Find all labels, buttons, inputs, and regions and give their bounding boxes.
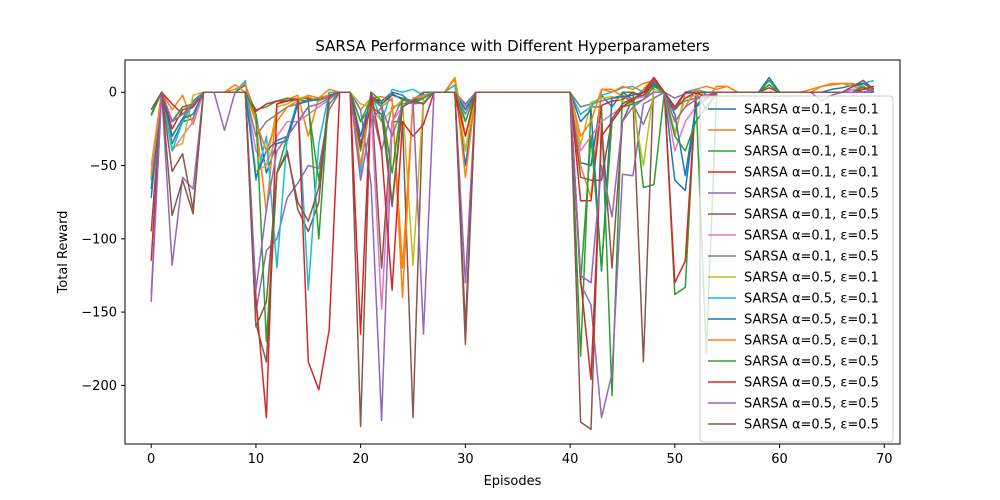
chart-title: SARSA Performance with Different Hyperpa… [315,37,709,55]
legend-label: SARSA α=0.1, ε=0.5 [744,250,879,265]
x-tick-label: 20 [352,452,369,467]
x-tick-label: 70 [876,452,893,467]
y-tick-label: 0 [109,86,117,101]
legend-label: SARSA α=0.1, ε=0.1 [744,124,879,139]
legend: SARSA α=0.1, ε=0.1 SARSA α=0.1, ε=0.1 SARS… [699,95,894,443]
legend-label: SARSA α=0.1, ε=0.5 [744,229,879,244]
y-axis: 0 −50 −100 −150 −200 [81,86,125,394]
legend-item: SARSA α=0.5, ε=0.5 [708,418,879,433]
legend-label: SARSA α=0.5, ε=0.1 [744,271,879,286]
legend-label: SARSA α=0.5, ε=0.1 [744,334,879,349]
legend-label: SARSA α=0.1, ε=0.5 [744,208,879,223]
y-tick-label: −200 [81,379,117,394]
legend-label: SARSA α=0.5, ε=0.5 [744,397,879,412]
x-tick-label: 60 [771,452,788,467]
legend-item: SARSA α=0.1, ε=0.5 [708,250,879,265]
legend-label: SARSA α=0.5, ε=0.1 [744,292,879,307]
series-layer [150,76,875,431]
legend-item: SARSA α=0.5, ε=0.5 [708,355,879,370]
y-tick-label: −100 [81,232,117,247]
legend-item: SARSA α=0.5, ε=0.1 [708,271,879,286]
legend-label: SARSA α=0.5, ε=0.1 [744,313,879,328]
plot-frame [124,59,901,445]
legend-item: SARSA α=0.5, ε=0.5 [708,397,879,412]
legend-label: SARSA α=0.5, ε=0.5 [744,376,879,391]
legend-item: SARSA α=0.1, ε=0.1 [708,145,879,160]
legend-item: SARSA α=0.1, ε=0.5 [708,229,879,244]
legend-box [699,95,894,443]
x-tick-label: 40 [562,452,579,467]
legend-item: SARSA α=0.1, ε=0.1 [708,124,879,139]
legend-label: SARSA α=0.5, ε=0.5 [744,355,879,370]
legend-item: SARSA α=0.1, ε=0.1 [708,103,879,118]
legend-item: SARSA α=0.5, ε=0.1 [708,313,879,328]
legend-item: SARSA α=0.1, ε=0.1 [708,166,879,181]
y-axis-label: Total Reward [56,211,71,295]
series-line-16 [150,79,875,328]
legend-label: SARSA α=0.1, ε=0.1 [744,166,879,181]
x-tick-label: 30 [457,452,474,467]
legend-label: SARSA α=0.5, ε=0.5 [744,418,879,433]
y-tick-label: −50 [90,159,117,174]
legend-item: SARSA α=0.5, ε=0.1 [708,292,879,307]
legend-label: SARSA α=0.1, ε=0.1 [744,103,879,118]
legend-label: SARSA α=0.1, ε=0.5 [744,187,879,202]
x-tick-label: 10 [248,452,265,467]
x-axis: 0 10 20 30 40 50 60 70 [147,444,893,467]
x-axis-label: Episodes [484,474,542,489]
x-tick-label: 0 [147,452,155,467]
legend-label: SARSA α=0.1, ε=0.1 [744,145,879,160]
x-tick-label: 50 [667,452,684,467]
legend-item: SARSA α=0.5, ε=0.5 [708,376,879,391]
legend-item: SARSA α=0.5, ε=0.1 [708,334,879,349]
y-tick-label: −150 [81,306,117,321]
legend-item: SARSA α=0.1, ε=0.5 [708,208,879,223]
legend-item: SARSA α=0.1, ε=0.5 [708,187,879,202]
